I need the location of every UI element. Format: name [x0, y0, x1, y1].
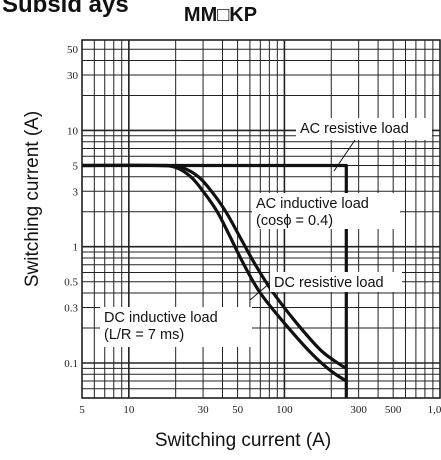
- annotation-text: DC resistive load: [274, 275, 384, 291]
- y-tick-label: 3: [73, 186, 79, 198]
- y-tick-label: 0.5: [64, 277, 78, 289]
- annotation-box: [100, 307, 252, 347]
- y-tick-label: 50: [67, 44, 79, 56]
- leader-line: [249, 282, 271, 301]
- tick-labels: 5 10 30 50 100 300 500 1,000 0.1 0.3 0.5 1 3 5 10 30 50: [64, 44, 441, 416]
- y-axis-label: Switching current (A): [22, 111, 43, 287]
- x-tick-label: 1,000: [428, 404, 441, 416]
- annotation-box: [270, 272, 402, 292]
- chart-title: MM□KP: [183, 4, 258, 26]
- y-tick-label: 10: [67, 125, 79, 137]
- y-tick-label: 0.1: [64, 358, 78, 370]
- y-tick-label: 5: [73, 160, 79, 172]
- annotation-ac-resistive: AC resistive load: [296, 118, 432, 172]
- annotation-text: AC inductive load: [256, 196, 369, 212]
- x-tick-label: 30: [198, 404, 210, 416]
- annotation-box: [296, 118, 432, 140]
- x-tick-label: 50: [232, 404, 244, 416]
- x-tick-label: 100: [276, 404, 293, 416]
- leader-line: [333, 139, 356, 172]
- series-ac-limit: [82, 163, 348, 398]
- annotation-text: DC inductive load: [104, 310, 218, 326]
- annotation-ac-inductive: AC inductive load(cosϕ = 0.4): [252, 193, 400, 229]
- series-lines: [81, 163, 348, 398]
- y-tick-label: 30: [67, 70, 79, 82]
- x-tick-label: 5: [79, 404, 85, 416]
- y-tick-label: 0.3: [64, 303, 78, 315]
- x-tick-label: 500: [385, 404, 402, 416]
- annotation-text: (cosϕ = 0.4): [256, 213, 333, 229]
- y-tick-label: 1: [73, 242, 79, 254]
- annotation-dc-resistive: DC resistive load: [249, 272, 402, 301]
- x-tick-label: 10: [123, 404, 135, 416]
- series-dc-resistive: [81, 163, 348, 370]
- annotation-text: AC resistive load: [300, 121, 409, 137]
- annotation-box: [252, 193, 400, 229]
- annotation-dc-inductive: DC inductive load(L/R = 7 ms): [100, 307, 252, 347]
- annotations: AC resistive load AC inductive load(cosϕ …: [100, 118, 432, 347]
- annotation-text: (L/R = 7 ms): [104, 327, 184, 343]
- x-tick-label: 300: [350, 404, 367, 416]
- x-axis-label: Switching current (A): [155, 430, 331, 451]
- section-heading-fragment: Subsid ays: [2, 0, 129, 18]
